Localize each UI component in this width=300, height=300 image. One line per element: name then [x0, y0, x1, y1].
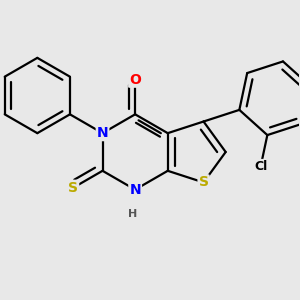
- Text: N: N: [129, 183, 141, 196]
- Text: S: S: [199, 176, 208, 189]
- Text: S: S: [68, 181, 78, 195]
- Text: Cl: Cl: [254, 160, 267, 173]
- Text: H: H: [128, 209, 137, 219]
- Text: N: N: [97, 126, 108, 140]
- Text: O: O: [129, 73, 141, 87]
